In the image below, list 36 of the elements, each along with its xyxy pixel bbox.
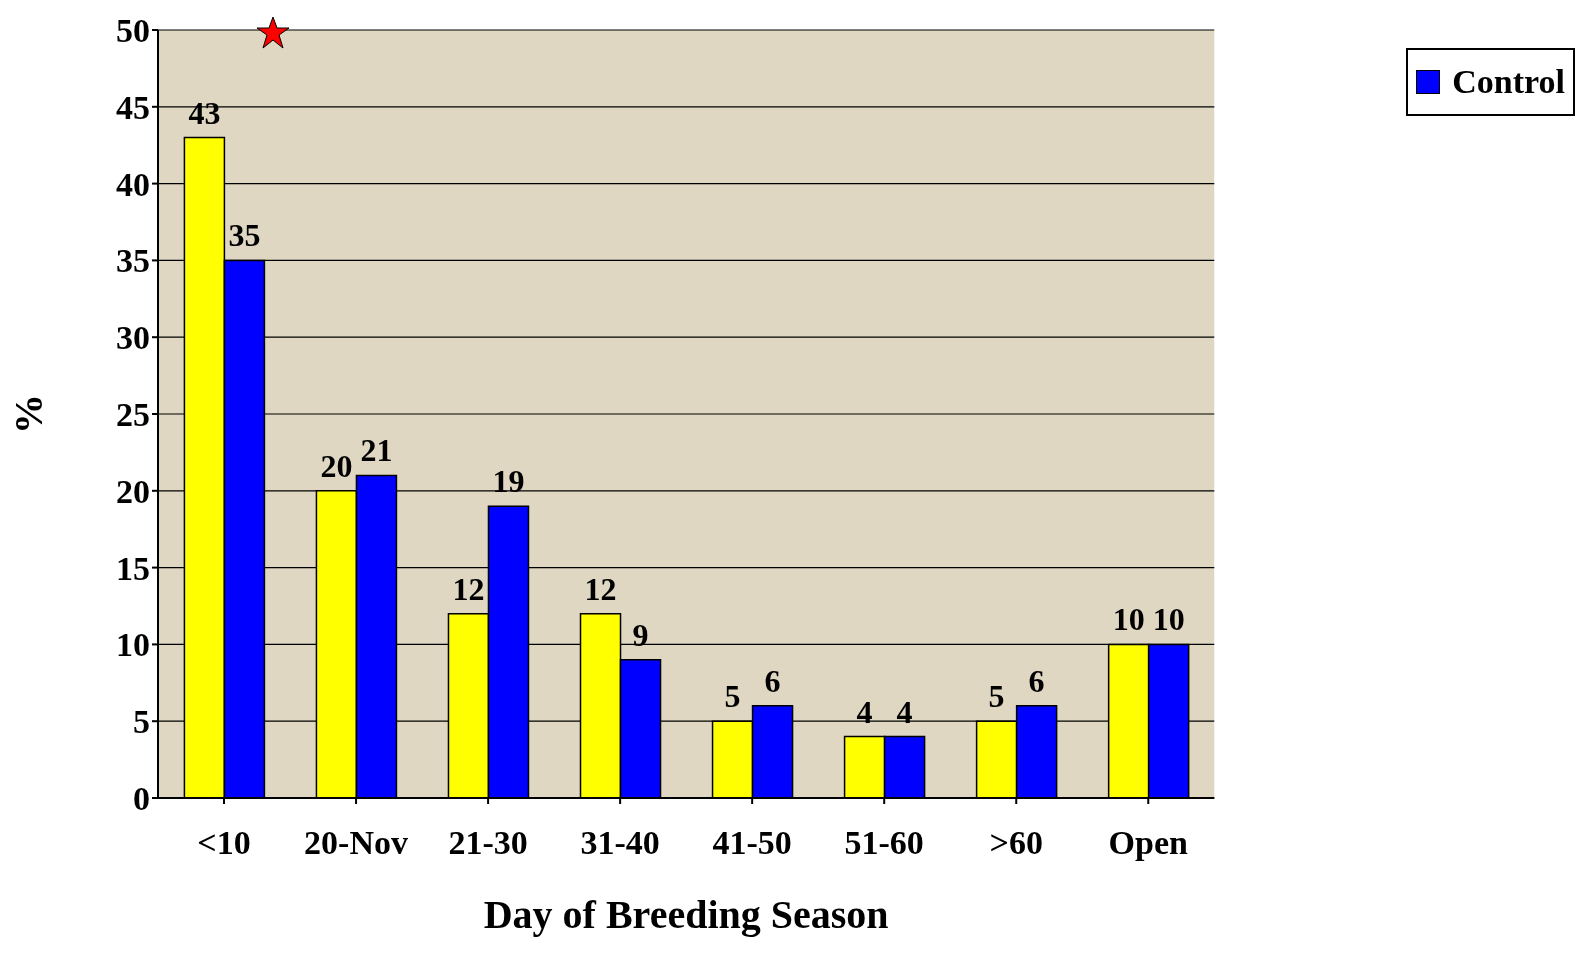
x-tick-label: 20-Nov <box>304 824 408 862</box>
legend-label: Control <box>1452 62 1565 102</box>
data-label: 6 <box>1028 662 1045 699</box>
data-label: 35 <box>228 217 261 254</box>
data-label: 19 <box>492 463 525 500</box>
data-label: 12 <box>584 570 617 607</box>
data-label: 4 <box>856 693 873 730</box>
y-tick-label: 50 <box>116 12 150 50</box>
y-tick-label: 30 <box>116 319 150 357</box>
x-tick-label: 21-30 <box>448 824 528 862</box>
x-tick-label: <10 <box>197 824 251 862</box>
x-tick-label: Open <box>1108 824 1189 862</box>
data-label: 4 <box>896 693 913 730</box>
y-tick-label: 0 <box>133 780 150 818</box>
y-tick-label: 40 <box>116 165 150 203</box>
data-label: 6 <box>764 662 781 699</box>
y-tick-label: 10 <box>116 626 150 664</box>
data-label: 5 <box>724 678 741 715</box>
y-tick-label: 35 <box>116 242 150 280</box>
data-label: 10 <box>1152 601 1185 638</box>
data-label: 21 <box>360 432 393 469</box>
data-label: 20 <box>320 447 353 484</box>
x-axis-title: Day of Breeding Season <box>483 892 889 937</box>
y-tick-label: 25 <box>116 396 150 434</box>
x-tick-label: 31-40 <box>580 824 660 862</box>
data-label: 5 <box>988 678 1005 715</box>
y-tick-label: 5 <box>133 703 150 741</box>
x-tick-label: 41-50 <box>712 824 792 862</box>
y-tick-label: 15 <box>116 549 150 587</box>
x-tick-label: 51-60 <box>844 824 924 862</box>
x-tick-label: >60 <box>989 824 1043 862</box>
y-axis-title: % <box>6 394 52 434</box>
data-label: 10 <box>1112 601 1145 638</box>
data-label: 12 <box>452 570 485 607</box>
y-tick-label: 20 <box>116 472 150 510</box>
y-tick-label: 45 <box>116 88 150 126</box>
